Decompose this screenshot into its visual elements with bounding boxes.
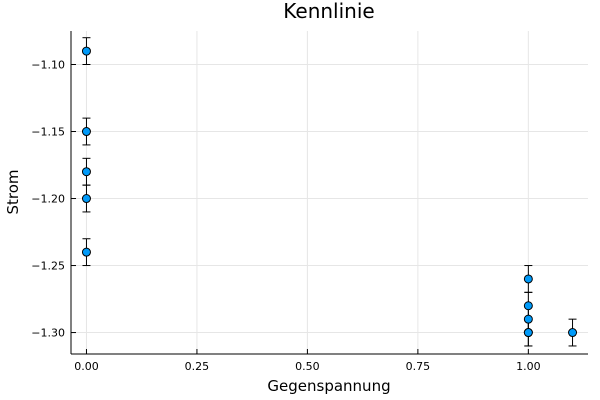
data-point [523,274,533,284]
y-tick-label: −1.15 [31,126,65,139]
x-tick-label: 0.75 [406,360,431,373]
data-series [81,37,578,347]
data-point [523,314,533,324]
y-tick-label: −1.25 [31,260,65,273]
x-tick-label: 0.00 [74,360,99,373]
y-ticks: −1.10 −1.15 −1.20 −1.25 −1.30 [31,59,76,340]
x-tick-label: 0.25 [185,360,210,373]
y-tick-label: −1.10 [31,59,65,72]
data-point [81,194,91,204]
data-point [523,328,533,338]
data-point [81,46,91,56]
chart-title: Kennlinie [283,0,374,23]
x-ticks: 0.00 0.25 0.50 0.75 1.00 [74,349,541,373]
y-tick-label: −1.20 [31,193,65,206]
y-axis-label: Strom [4,169,22,214]
data-point [523,301,533,311]
x-axis-label: Gegenspannung [267,377,390,395]
data-point [81,127,91,137]
axes [70,31,588,355]
x-tick-label: 1.00 [516,360,541,373]
data-point [81,167,91,177]
data-point [81,247,91,257]
grid-lines [71,31,588,354]
x-tick-label: 0.50 [295,360,320,373]
y-tick-label: −1.30 [31,327,65,340]
data-point [568,328,578,338]
